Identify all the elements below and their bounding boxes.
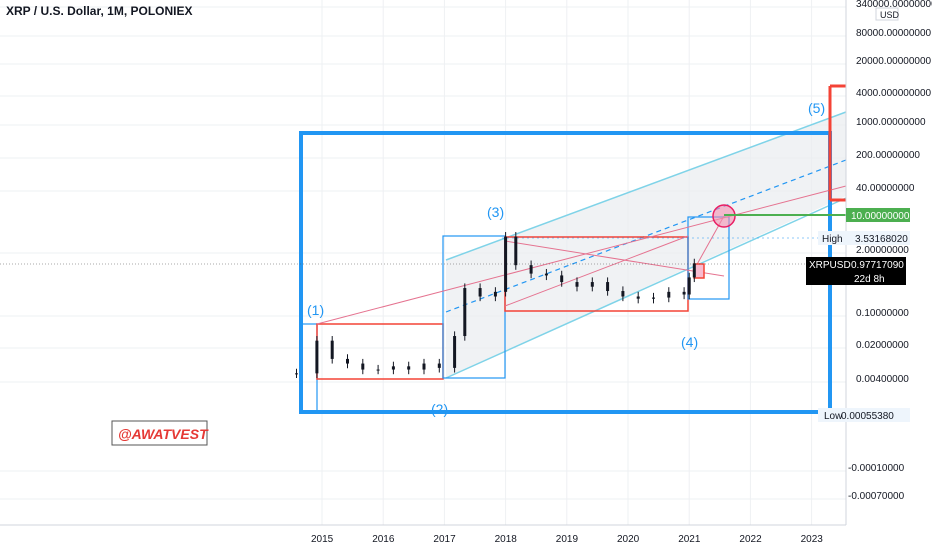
- price-tick: 340000.00000000: [856, 0, 932, 10]
- candle-body: [667, 291, 671, 298]
- candle-body: [692, 263, 696, 278]
- price-tick: 200.00000000: [856, 150, 920, 161]
- price-tick: 1000.00000000: [856, 117, 926, 128]
- last-price-countdown: 22d 8h: [854, 274, 885, 285]
- time-tick: 2017: [433, 534, 456, 545]
- low-tag-value: 0.00055380: [841, 411, 894, 422]
- candle-body: [346, 358, 349, 364]
- candle-body: [544, 273, 548, 276]
- time-tick: 2018: [495, 534, 518, 545]
- wave-label-4: (4): [681, 334, 698, 350]
- time-tick: 2023: [801, 534, 824, 545]
- price-tick: 0.10000000: [856, 308, 909, 319]
- candle-body: [330, 340, 334, 359]
- candle-body: [687, 277, 691, 295]
- candle-body: [493, 291, 497, 297]
- channel-lower-line[interactable]: [445, 197, 847, 379]
- wave-label-2: (2): [431, 401, 448, 417]
- last-price-symbol: XRPUSD: [809, 260, 851, 271]
- candle-body: [478, 288, 482, 297]
- candle-body: [453, 336, 457, 368]
- time-tick: 2015: [311, 534, 334, 545]
- price-tick: 4000.000000000: [856, 88, 932, 99]
- drawings[interactable]: [0, 84, 847, 414]
- high-tag-value: 3.53168020: [855, 234, 908, 245]
- price-tick: 0.00400000: [856, 374, 909, 385]
- channel-upper-line[interactable]: [445, 111, 847, 261]
- currency-box[interactable]: [875, 7, 899, 21]
- price-tick: -0.00010000: [848, 463, 905, 474]
- pink-line-b[interactable]: [504, 235, 689, 307]
- candle-body: [376, 369, 380, 371]
- candle-body: [560, 275, 564, 283]
- time-tick: 2020: [617, 534, 640, 545]
- candle-body: [514, 236, 518, 266]
- watermark-box: [111, 420, 208, 446]
- price-tick: -0.00070000: [848, 491, 905, 502]
- candle-body: [463, 288, 467, 337]
- watermark-text: @AWATVEST: [118, 426, 209, 442]
- watermark: @AWATVEST: [111, 420, 209, 446]
- symbol-title: XRP / U.S. Dollar, 1M, POLONIEX: [6, 4, 193, 18]
- target-price-tag: [846, 208, 910, 222]
- last-price-tag: [806, 257, 906, 285]
- candle-body: [361, 363, 365, 370]
- currency-label: USD: [880, 10, 900, 20]
- target-price-label: 10.00000000: [851, 211, 910, 222]
- wave-labels: (1) (2) (3) (4) (5): [307, 100, 825, 417]
- candle-body: [315, 340, 319, 374]
- time-tick: 2022: [739, 534, 762, 545]
- candle-body: [575, 282, 579, 287]
- pink-line-a[interactable]: [504, 240, 725, 277]
- low-tag-label: Low: [824, 411, 843, 422]
- candle-body: [295, 373, 298, 375]
- price-tick: 2.00000000: [856, 245, 909, 256]
- candle-body: [682, 291, 686, 295]
- candle-body: [652, 297, 655, 299]
- candle-body: [636, 296, 640, 299]
- candle-body: [590, 282, 594, 287]
- candle-body: [391, 366, 395, 370]
- candle-body: [529, 265, 533, 274]
- time-axis[interactable]: 2015 2016 2017 2018 2019 2020 2021 2022 2023: [311, 534, 823, 545]
- last-price-value: 0.97717090: [851, 260, 904, 271]
- candle-body: [407, 366, 411, 370]
- price-tick: 0.02000000: [856, 340, 909, 351]
- high-tag: [818, 231, 910, 245]
- high-tag-label: High: [822, 234, 843, 245]
- candle-body: [606, 282, 610, 292]
- candle-body: [422, 363, 426, 370]
- wave-label-5: (5): [808, 100, 825, 116]
- wave-label-3: (3): [487, 204, 504, 220]
- candle-body: [437, 363, 441, 368]
- wave-label-1: (1): [307, 302, 324, 318]
- pink-trendline-long[interactable]: [316, 185, 847, 325]
- price-tick: 80000.00000000: [856, 28, 932, 39]
- time-tick: 2019: [556, 534, 579, 545]
- price-tick: 20000.00000000: [856, 56, 932, 67]
- time-tick: 2016: [372, 534, 395, 545]
- candles: [295, 232, 696, 378]
- low-tag: [818, 408, 910, 422]
- candle-body: [504, 236, 508, 292]
- wave5-blue-box[interactable]: [687, 216, 730, 300]
- price-axis[interactable]: 340000.00000000 USD 80000.00000000 20000…: [806, 0, 932, 502]
- time-tick: 2021: [678, 534, 701, 545]
- price-tick: 40.00000000: [856, 183, 915, 194]
- candle-body: [621, 291, 625, 297]
